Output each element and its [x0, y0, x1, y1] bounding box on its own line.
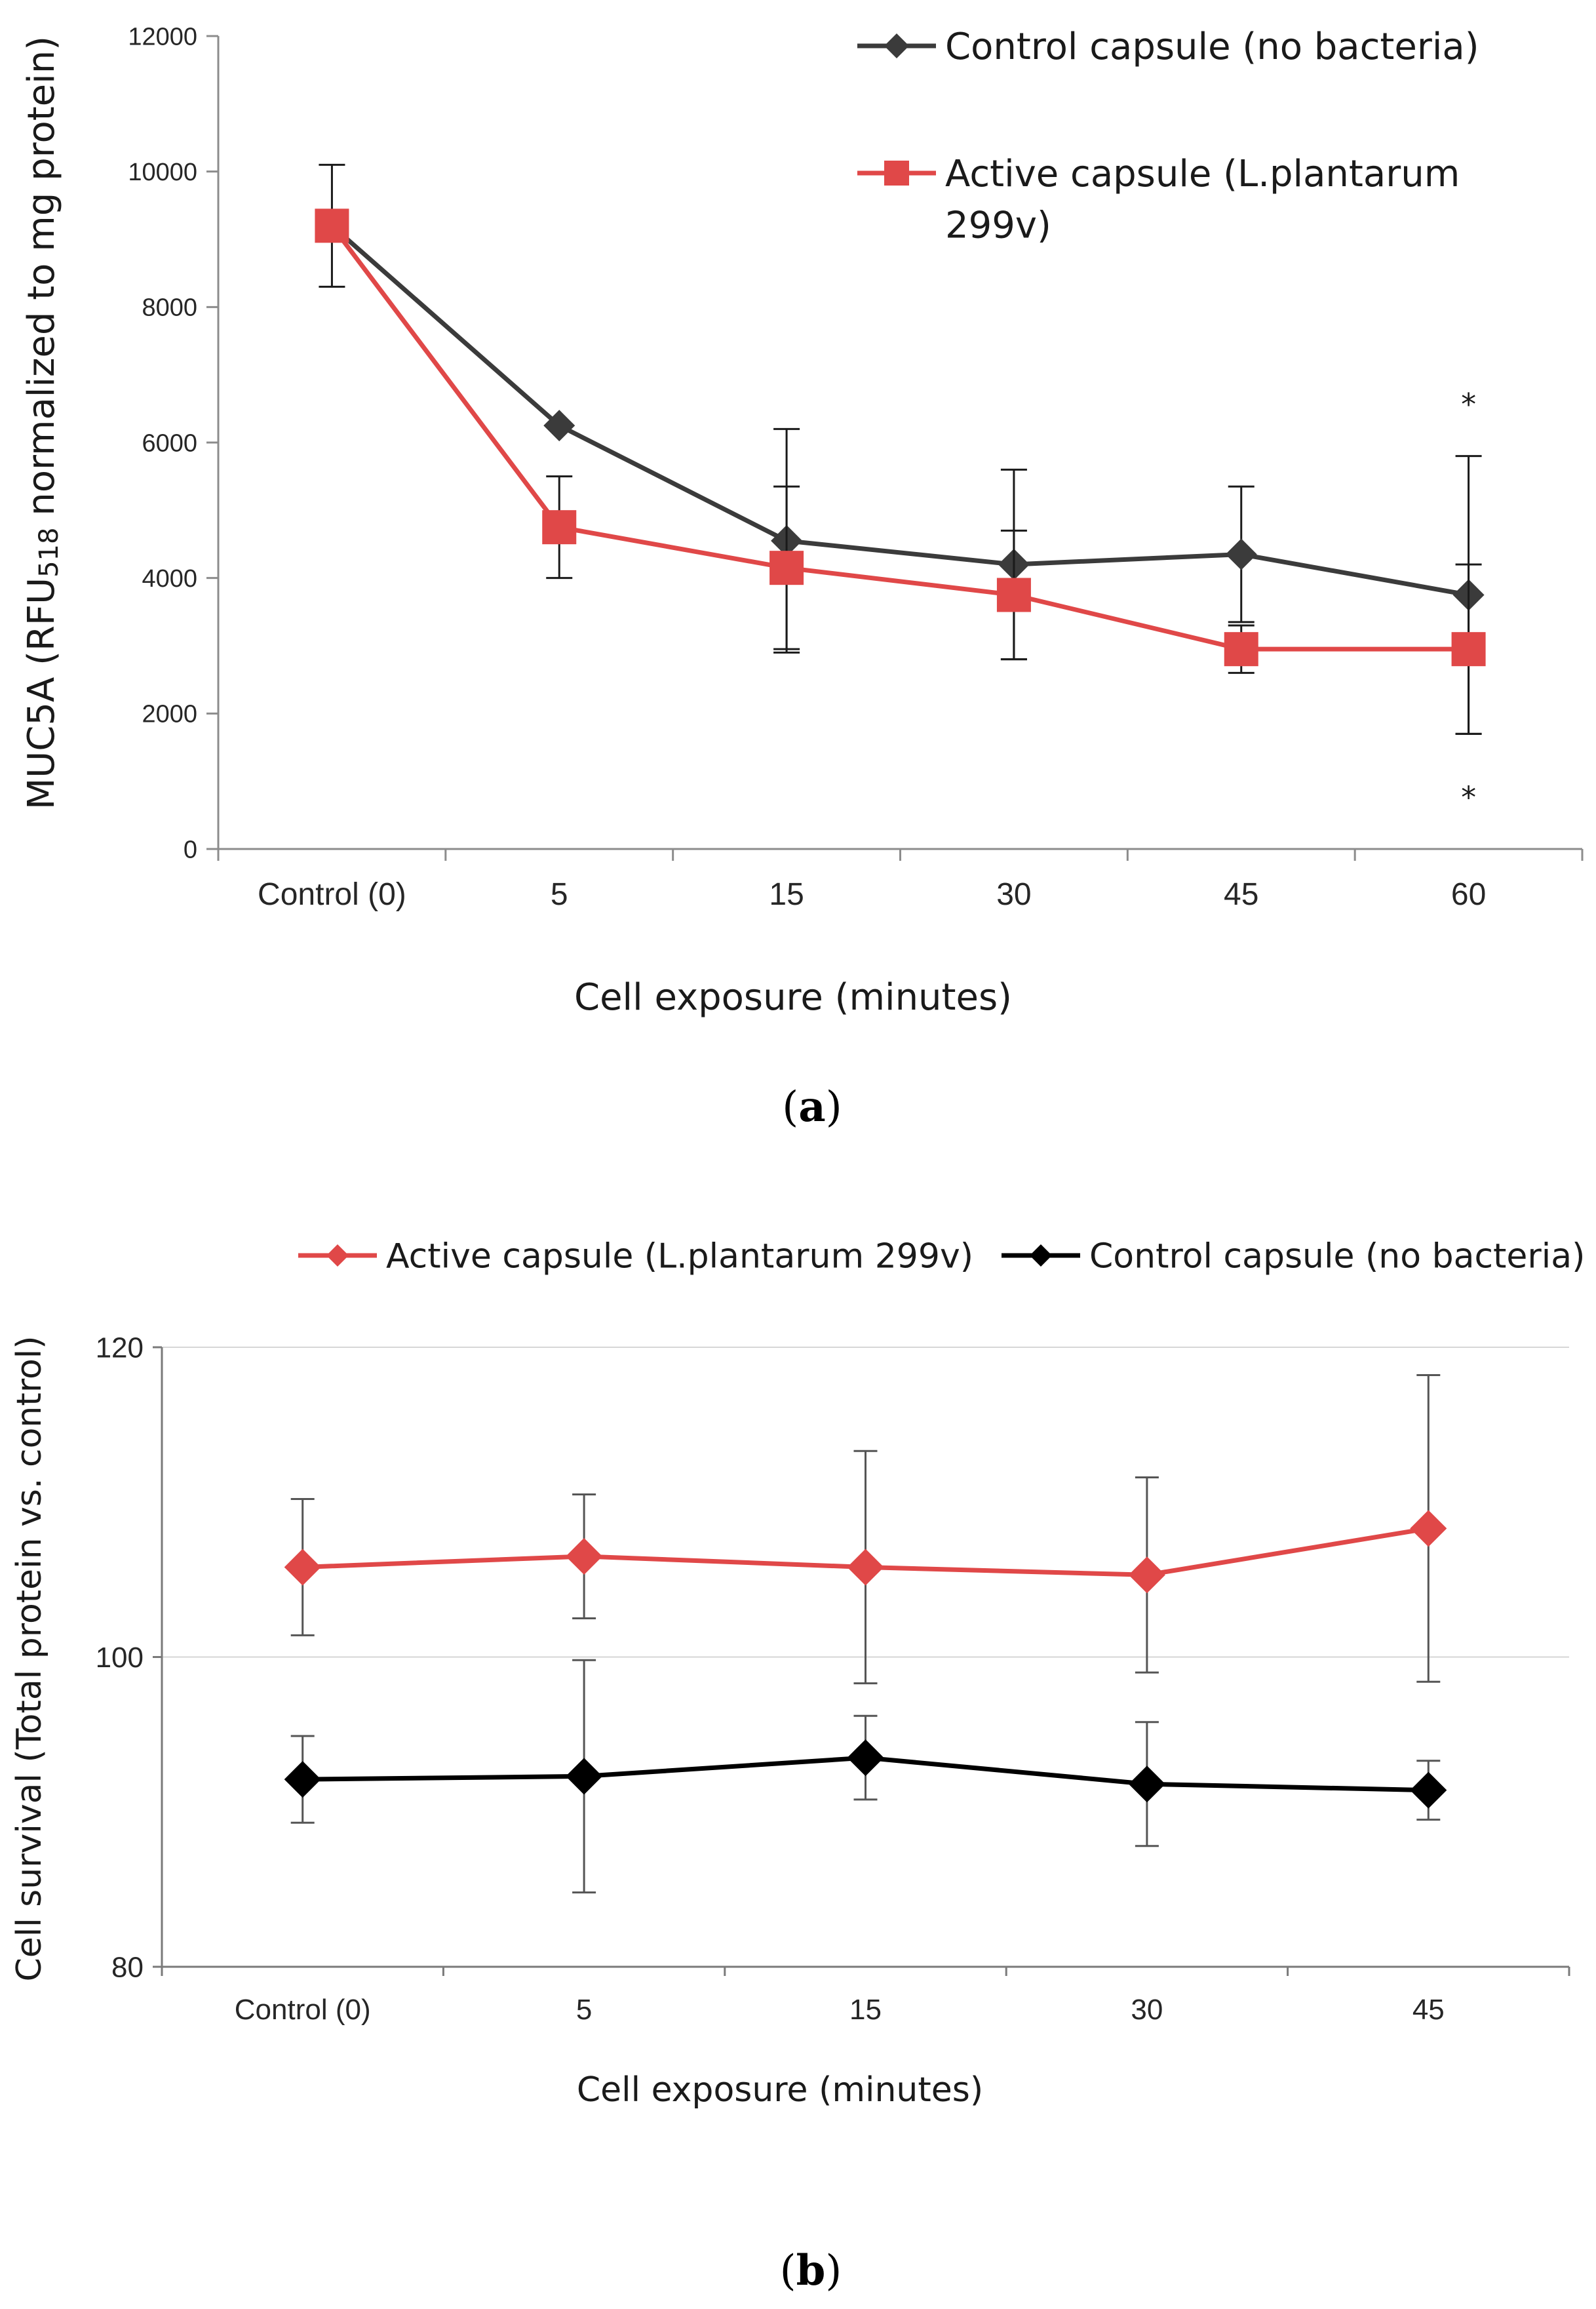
- significance-annotation: *: [1461, 387, 1476, 422]
- series-1: [284, 1374, 1447, 1685]
- data-point: [1410, 1771, 1447, 1809]
- x-tick-label: 45: [1412, 1994, 1445, 2026]
- legend-marker: [326, 1244, 349, 1267]
- panel-label-close-paren: ): [825, 2247, 842, 2295]
- legend-item: Active capsule (L.plantarum 299v): [298, 1237, 973, 1276]
- panel-label-close-paren: ): [826, 1083, 842, 1132]
- data-point: [542, 510, 577, 545]
- data-point: [1224, 632, 1258, 667]
- x-axis-title-b: Cell exposure (minutes): [577, 2070, 983, 2110]
- y-tick-label: 10000: [128, 159, 197, 186]
- y-tick-label: 12000: [128, 23, 197, 50]
- y-axis-title-a: MUC5A (RFU518 normalized to mg protein): [20, 36, 64, 810]
- plot-area-b: 80 100 120 Control (0) 5 15 30 45: [96, 1332, 1570, 2026]
- legend-label: Control capsule (no bacteria): [1089, 1237, 1585, 1276]
- panel-label-open-paren: (: [782, 1083, 798, 1132]
- data-point: [1410, 1510, 1447, 1547]
- data-point: [847, 1739, 884, 1777]
- panel-label-letter: a: [798, 1082, 825, 1132]
- y-tick-label: 100: [96, 1642, 144, 1674]
- x-tick-label: 15: [849, 1994, 882, 2026]
- legend-a: Control capsule (no bacteria) Active caps…: [857, 26, 1479, 247]
- y-tick-label: 6000: [142, 429, 197, 457]
- legend-item: Active capsule (L.plantarum 299v): [857, 153, 1460, 247]
- legend-item: Control capsule (no bacteria): [1002, 1237, 1585, 1276]
- data-point: [1225, 538, 1257, 570]
- legend-marker: [884, 33, 909, 58]
- data-point: [566, 1537, 603, 1575]
- data-point: [284, 1761, 321, 1798]
- y-tick-label: 4000: [142, 565, 197, 593]
- x-tick-label: 5: [576, 1994, 592, 2026]
- legend-label: 299v): [945, 205, 1051, 247]
- x-tick-label: 45: [1224, 877, 1258, 912]
- data-point: [1451, 632, 1486, 667]
- data-point: [769, 551, 804, 585]
- legend-label: Control capsule (no bacteria): [945, 26, 1479, 68]
- panel-label-open-paren: (: [780, 2247, 796, 2295]
- legend-label: Active capsule (L.plantarum 299v): [386, 1237, 973, 1276]
- panel-label-b: (b): [780, 2246, 842, 2295]
- x-tick-label: 30: [996, 877, 1031, 912]
- series-2: [284, 1659, 1447, 1894]
- data-point: [996, 578, 1031, 612]
- x-tick-label: 15: [769, 877, 804, 912]
- x-tick-label: 60: [1451, 877, 1486, 912]
- panel-label-letter: b: [796, 2246, 826, 2295]
- series-2: [315, 208, 1486, 735]
- y-axis-title-b: Cell survival (Total protein vs. control…: [10, 1335, 49, 1981]
- legend-b: Active capsule (L.plantarum 299v) Control…: [298, 1237, 1585, 1276]
- x-tick-label: Control (0): [258, 877, 406, 912]
- legend-marker: [1030, 1244, 1052, 1267]
- chart-panel-a: MUC5A (RFU518 normalized to mg protein) …: [20, 23, 1584, 1132]
- y-tick-label: 80: [111, 1951, 144, 1983]
- x-axis-title-a: Cell exposure (minutes): [574, 976, 1012, 1019]
- significance-annotation: *: [1461, 780, 1476, 815]
- data-point: [543, 410, 575, 442]
- plot-area-a: 0 2000 4000 6000 8000 10000 12000 Control (0) 5 1…: [128, 23, 1584, 912]
- data-point: [284, 1549, 321, 1586]
- data-point: [566, 1758, 603, 1795]
- legend-label: Active capsule (L.plantarum: [945, 153, 1460, 195]
- legend-marker: [884, 161, 909, 186]
- x-tick-label: Control (0): [235, 1994, 371, 2026]
- data-point: [315, 208, 349, 243]
- data-point: [1128, 1766, 1165, 1803]
- x-tick-label: 5: [551, 877, 568, 912]
- y-tick-label: 2000: [142, 701, 197, 728]
- y-tick-label: 0: [184, 836, 197, 863]
- series-line: [330, 224, 1469, 597]
- data-point: [1128, 1556, 1165, 1594]
- x-tick-label: 30: [1131, 1994, 1163, 2026]
- data-point: [847, 1549, 884, 1586]
- legend-item: Control capsule (no bacteria): [857, 26, 1479, 68]
- chart-panel-b: Cell survival (Total protein vs. control…: [10, 1237, 1585, 2295]
- panel-label-a: (a): [782, 1082, 842, 1132]
- y-tick-label: 8000: [142, 294, 197, 322]
- y-tick-label: 120: [96, 1332, 144, 1364]
- series-line: [330, 224, 1469, 652]
